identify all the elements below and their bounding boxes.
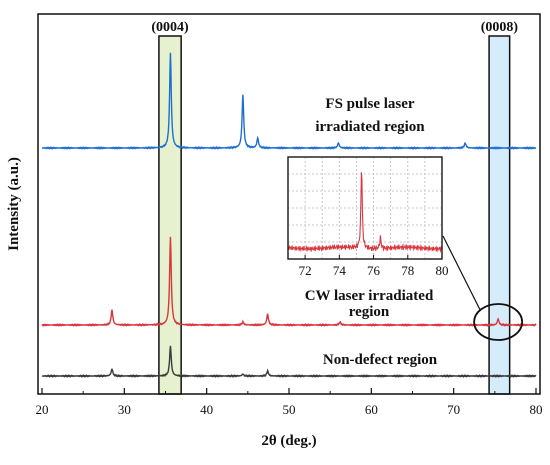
x-tick-label: 60: [365, 402, 378, 417]
x-tick-label: 80: [530, 402, 543, 417]
x-tick-label: 30: [118, 402, 131, 417]
x-tick-label: 20: [36, 402, 49, 417]
series-label-line: Non-defect region: [323, 352, 438, 368]
series-label-line: CW laser irradiated: [305, 288, 434, 304]
x-tick-label: 50: [283, 402, 296, 417]
x-tick-label: 40: [200, 402, 213, 417]
band-label: (0008): [481, 20, 519, 35]
inset-x-tick-label: 78: [401, 263, 414, 278]
x-tick-label: 70: [447, 402, 460, 417]
band-label: (0004): [151, 20, 189, 35]
series-label-line: FS pulse laser: [325, 96, 415, 112]
inset-x-tick-label: 80: [436, 263, 449, 278]
x-axis-label: 2θ (deg.): [261, 433, 316, 449]
y-axis-label: Intensity (a.u.): [6, 157, 22, 251]
inset-x-tick-label: 74: [333, 263, 347, 278]
inset-x-tick-label: 76: [367, 263, 381, 278]
series-label-line: region: [349, 304, 390, 320]
inset-x-tick-label: 72: [299, 263, 312, 278]
series-label-line: irradiated region: [315, 119, 425, 135]
series-label: Non-defect region: [323, 352, 438, 368]
